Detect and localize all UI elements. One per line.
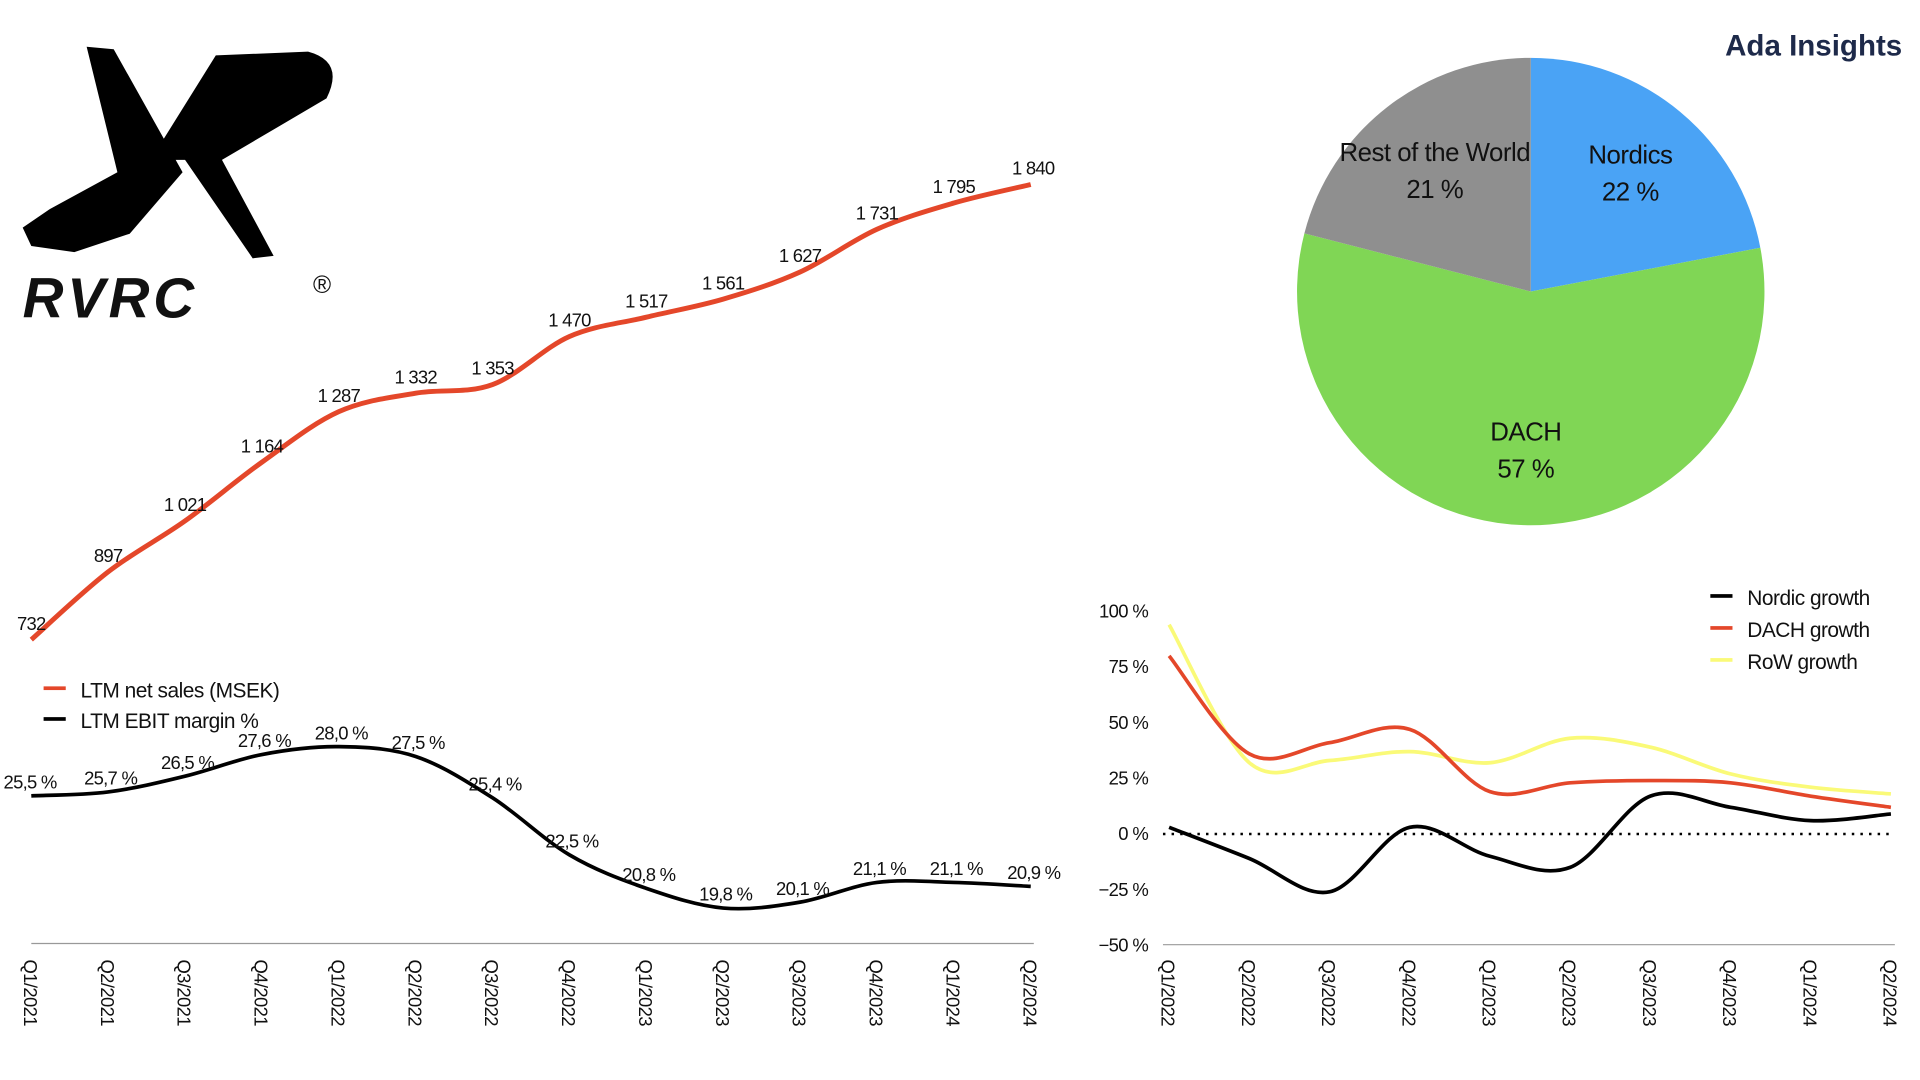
ebit-data-label: 25,7 % [84,768,137,789]
pie-label-value: 21 % [1406,176,1463,204]
sales-data-label: 1 021 [164,494,207,515]
sales-data-label: 1 731 [856,202,899,223]
x-tick-label: Q4/2023 [1719,959,1740,1026]
ebit-data-label: 20,9 % [1007,862,1060,883]
logo-mark-icon [22,46,333,259]
legend-label-sales: LTM net sales (MSEK) [81,679,280,702]
x-tick-label: Q1/2021 [20,959,41,1026]
y-tick-label: 0 % [1118,823,1148,844]
x-tick-label: Q2/2024 [1880,959,1901,1026]
legend-swatch-sales [43,686,66,691]
ebit-data-label: 25,4 % [469,773,522,794]
x-tick-label: Q1/2023 [635,959,656,1026]
sales-data-label: 732 [17,613,46,634]
growth-chart: 100 % 75 % 50 % 25 % 0 % −25 % −50 % Q1/2022 Q2/… [1098,587,1900,1026]
y-tick-label: 100 % [1099,600,1148,621]
ebit-line [31,744,1031,911]
x-tick-label: Q2/2022 [1238,959,1259,1026]
ebit-data-label: 27,6 % [238,730,291,751]
pie-slice-rest-of-the-world [1304,57,1531,292]
ebit-data-label: 21,1 % [853,858,906,879]
ebit-data-label: 22,5 % [545,831,598,852]
legend-swatch [1710,626,1733,630]
x-tick-label: Q2/2022 [404,959,425,1026]
sales-data-label: 1 287 [318,385,361,406]
x-tick-label: Q4/2022 [1398,959,1419,1026]
sales-data-label: 1 470 [548,310,591,331]
sales-data-label: 1 840 [1012,158,1055,179]
registered-mark: ® [313,272,331,299]
sales-data-label: 1 517 [625,290,668,311]
x-tick-label: Q4/2023 [866,959,887,1026]
x-tick-label: Q1/2024 [942,959,963,1026]
growth-line-2 [1167,623,1892,796]
ebit-data-label: 28,0 % [315,722,368,743]
ebit-data-label: 19,8 % [699,884,752,905]
sales-data-label: 1 332 [394,366,437,387]
pie-slice-dach [1297,233,1765,526]
legend-swatch [1710,658,1733,662]
y-tick-label: 75 % [1109,656,1149,677]
ebit-data-label: 20,8 % [622,864,675,885]
ebit-data-label: 27,5 % [392,732,445,753]
pie-label-value: 22 % [1602,179,1659,207]
region-pie-chart: Nordics 22 % DACH 57 % Rest of the World 21 % [1297,57,1765,526]
sales-data-label: 897 [94,545,123,566]
growth-line-0 [1168,791,1892,895]
x-tick-label: Q2/2023 [1559,959,1580,1026]
logo-text: RVRC [23,266,198,329]
sales-data-label: 1 164 [241,435,284,456]
y-tick-label: −25 % [1098,879,1148,900]
y-tick-label: 25 % [1109,767,1149,788]
x-tick-label: Q1/2024 [1799,959,1820,1026]
x-tick-label: Q1/2023 [1479,959,1500,1026]
ebit-data-label: 20,1 % [776,878,829,899]
ebit-data-label: 25,5 % [4,771,57,792]
brand-title: Ada Insights [1725,29,1902,62]
pie-label-name: DACH [1490,418,1561,446]
x-tick-label: Q2/2023 [712,959,733,1026]
y-tick-label: 50 % [1109,712,1149,733]
ebit-data-label: 21,1 % [930,858,983,879]
pie-label-name: Rest of the World [1339,139,1530,167]
x-tick-label: Q4/2022 [558,959,579,1026]
x-tick-label: Q3/2023 [1639,959,1660,1026]
legend-label: DACH growth [1747,619,1869,642]
x-tick-label: Q3/2021 [174,959,195,1026]
pie-label-value: 57 % [1497,455,1554,483]
growth-line-1 [1167,654,1892,810]
sales-data-label: 1 561 [702,272,745,293]
ebit-data-label: 26,5 % [161,752,214,773]
sales-data-label: 1 627 [779,245,822,266]
legend-label: RoW growth [1747,651,1857,674]
x-tick-label: Q2/2024 [1019,959,1040,1026]
x-tick-label: Q1/2022 [327,959,348,1026]
rvrc-logo: RVRC ® [22,46,333,329]
x-tick-label: Q2/2021 [97,959,118,1026]
pie-label-name: Nordics [1588,142,1672,170]
legend-label-ebit: LTM EBIT margin % [81,710,259,733]
pie-slice-nordics [1530,57,1761,292]
x-tick-label: Q3/2022 [481,959,502,1026]
y-tick-label: −50 % [1098,934,1148,955]
legend-swatch-ebit [43,717,66,721]
sales-data-label: 1 353 [471,358,514,379]
x-tick-label: Q3/2023 [789,959,810,1026]
legend-label: Nordic growth [1747,587,1870,610]
x-tick-label: Q1/2022 [1158,959,1179,1026]
sales-data-label: 1 795 [933,176,976,197]
sales-ebit-chart: 732 897 1 021 1 164 1 287 1 332 1 353 1 470 1 51… [4,158,1062,1027]
sales-line [29,182,1032,642]
x-tick-label: Q4/2021 [251,959,272,1026]
x-tick-label: Q3/2022 [1318,959,1339,1026]
legend-swatch [1710,594,1733,598]
